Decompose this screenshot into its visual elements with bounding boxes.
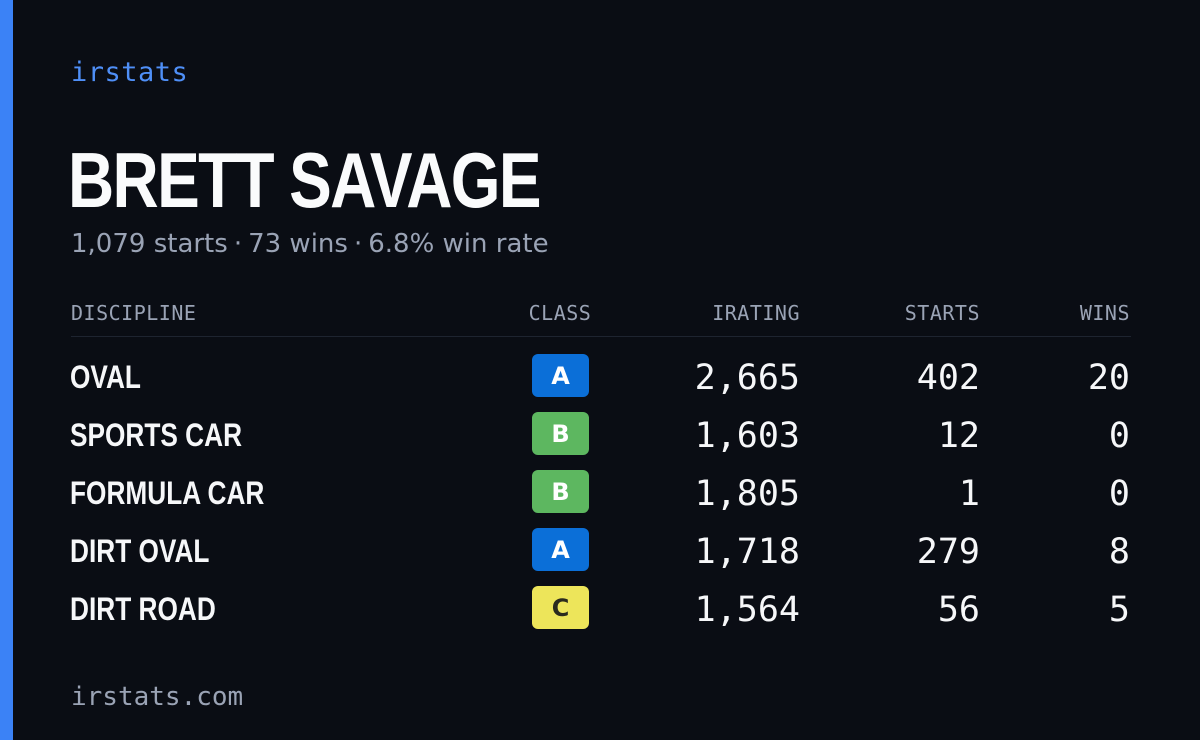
- driver-name: BRETT SAVAGE: [68, 136, 542, 224]
- license-class-badge: A: [532, 354, 589, 397]
- wins-value: 5: [1108, 590, 1130, 630]
- accent-bar: [0, 0, 13, 740]
- license-class-badge: A: [532, 528, 589, 571]
- discipline-name: SPORTS CAR: [70, 417, 243, 453]
- irating-value: 2,665: [694, 358, 800, 398]
- column-header-class: CLASS: [528, 301, 592, 325]
- starts-value: 1: [958, 474, 980, 514]
- column-header-wins: WINS: [1079, 301, 1130, 325]
- starts-value: 12: [937, 416, 980, 456]
- wins-value: 20: [1087, 358, 1130, 398]
- table-row: DIRT OVAL A 1,718 279 8: [70, 511, 1131, 572]
- summary-separator: ·: [233, 229, 243, 259]
- irating-value: 1,603: [694, 416, 800, 456]
- license-class-badge: C: [532, 586, 589, 629]
- wins-value: 0: [1108, 416, 1130, 456]
- table-row: DIRT ROAD C 1,564 56 5: [70, 569, 1131, 630]
- table-row: SPORTS CAR B 1,603 12 0: [70, 395, 1131, 456]
- driver-summary: 1,079 starts · 73 wins · 6.8% win rate: [71, 227, 549, 261]
- table-row: FORMULA CAR B 1,805 1 0: [70, 453, 1131, 514]
- license-class-badge: B: [532, 412, 589, 455]
- table-row: OVAL A 2,665 402 20: [70, 337, 1131, 398]
- wins-value: 0: [1108, 474, 1130, 514]
- summary-win-rate: 6.8% win rate: [368, 229, 549, 259]
- column-header-irating: IRATING: [712, 301, 800, 325]
- summary-separator: ·: [353, 229, 363, 259]
- license-class-badge: B: [532, 470, 589, 513]
- column-header-discipline: DISCIPLINE: [71, 301, 197, 325]
- irating-value: 1,564: [694, 590, 800, 630]
- summary-starts: 1,079 starts: [71, 229, 228, 259]
- brand-logo: irstats: [71, 57, 189, 88]
- summary-wins: 73 wins: [248, 229, 348, 259]
- discipline-name: DIRT ROAD: [70, 591, 216, 627]
- footer-url: irstats.com: [71, 682, 244, 712]
- irating-value: 1,718: [694, 532, 800, 572]
- irating-value: 1,805: [694, 474, 800, 514]
- table-header: DISCIPLINE CLASS IRATING STARTS WINS: [71, 296, 1131, 337]
- starts-value: 279: [916, 532, 980, 572]
- starts-value: 402: [916, 358, 980, 398]
- starts-value: 56: [937, 590, 980, 630]
- column-header-starts: STARTS: [904, 301, 980, 325]
- discipline-name: DIRT OVAL: [70, 533, 210, 569]
- wins-value: 8: [1108, 532, 1130, 572]
- discipline-name: OVAL: [70, 359, 141, 395]
- discipline-name: FORMULA CAR: [70, 475, 265, 511]
- stats-table: DISCIPLINE CLASS IRATING STARTS WINS OVA…: [70, 296, 1131, 630]
